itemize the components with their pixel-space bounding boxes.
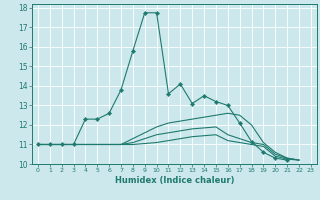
X-axis label: Humidex (Indice chaleur): Humidex (Indice chaleur) xyxy=(115,176,234,185)
